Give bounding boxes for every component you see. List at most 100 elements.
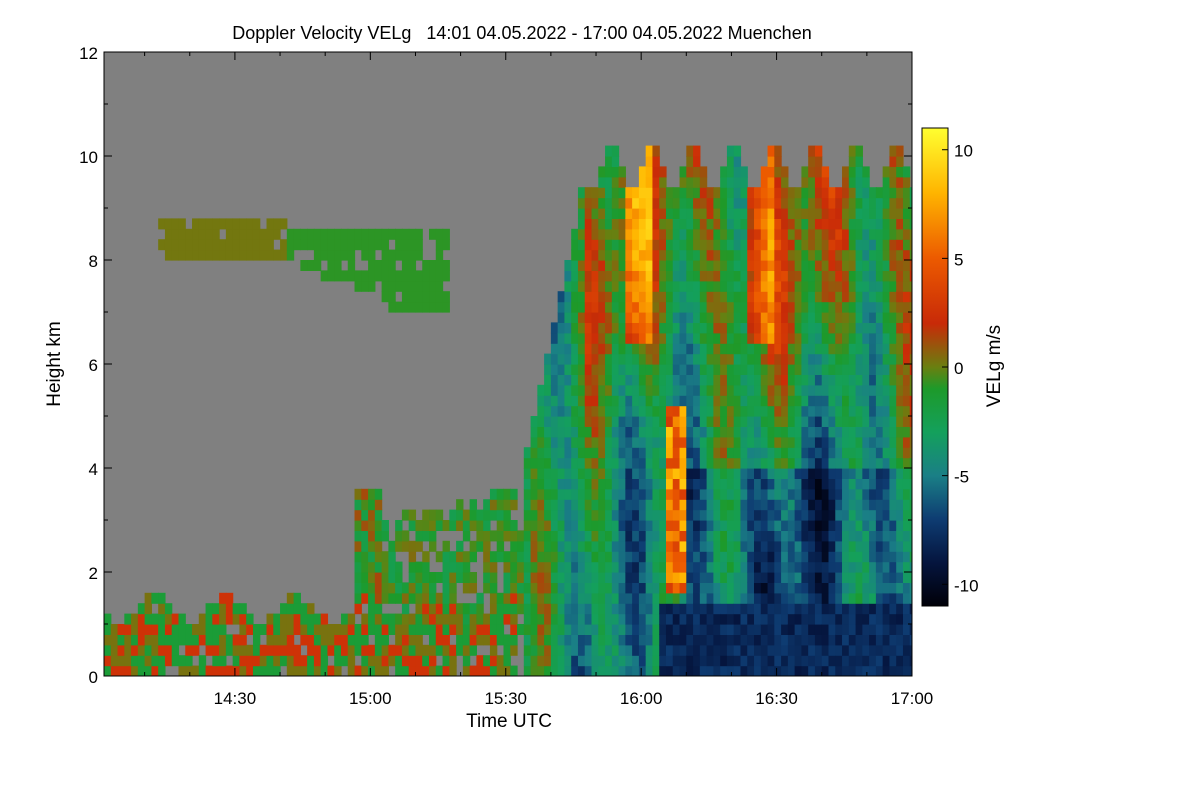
velocity-cell <box>754 374 762 386</box>
velocity-cell <box>632 468 640 479</box>
velocity-cell <box>259 624 268 635</box>
velocity-cell <box>435 301 444 313</box>
velocity-cell <box>158 592 166 604</box>
velocity-cell <box>672 436 681 448</box>
velocity-cell <box>875 520 884 531</box>
velocity-cell <box>605 291 613 303</box>
velocity-cell <box>605 156 613 167</box>
velocity-cell <box>902 176 911 188</box>
velocity-cell <box>625 655 633 667</box>
velocity-cell <box>638 416 647 427</box>
velocity-cell <box>496 551 505 563</box>
velocity-cell <box>456 551 464 563</box>
velocity-cell <box>361 572 369 583</box>
velocity-cell <box>591 457 599 469</box>
velocity-cell <box>232 613 241 625</box>
velocity-cell <box>523 572 532 583</box>
velocity-cell <box>855 364 863 375</box>
velocity-cell <box>422 280 430 292</box>
velocity-cell <box>801 530 809 542</box>
velocity-cell <box>605 478 613 490</box>
velocity-cell <box>747 343 755 355</box>
velocity-cell <box>848 228 857 240</box>
velocity-cell <box>449 655 457 667</box>
velocity-cell <box>571 343 579 355</box>
velocity-cell <box>760 509 769 521</box>
velocity-cell <box>347 249 356 261</box>
velocity-cell <box>848 655 857 667</box>
velocity-cell <box>733 530 742 542</box>
velocity-cell <box>618 530 626 542</box>
velocity-cell <box>659 665 667 676</box>
velocity-cell <box>259 239 268 251</box>
velocity-cell <box>889 218 897 230</box>
velocity-cell <box>679 416 687 427</box>
velocity-cell <box>665 540 674 552</box>
velocity-cell <box>720 364 728 375</box>
velocity-cell <box>659 343 667 355</box>
velocity-cell <box>401 291 410 303</box>
velocity-cell <box>672 613 681 625</box>
velocity-cell <box>544 530 552 542</box>
velocity-cell <box>740 634 748 646</box>
velocity-cell <box>659 322 667 334</box>
velocity-cell <box>767 405 775 417</box>
velocity-cell <box>862 488 870 500</box>
velocity-cell <box>672 405 681 417</box>
velocity-cell <box>828 270 836 282</box>
velocity-cell <box>178 228 186 240</box>
velocity-cell <box>361 624 369 635</box>
velocity-cell <box>835 187 843 199</box>
velocity-cell <box>720 218 728 230</box>
velocity-cell <box>902 665 911 676</box>
velocity-cell <box>875 322 884 334</box>
velocity-cell <box>774 447 782 459</box>
velocity-cell <box>699 582 708 594</box>
velocity-cell <box>429 582 437 594</box>
velocity-cell <box>368 624 376 635</box>
velocity-cell <box>638 384 647 396</box>
velocity-cell <box>909 260 912 271</box>
velocity-cell <box>909 322 912 334</box>
velocity-cell <box>733 499 742 511</box>
velocity-cell <box>320 644 329 656</box>
velocity-cell <box>679 364 687 375</box>
velocity-cell <box>814 197 823 209</box>
velocity-cell <box>374 270 383 282</box>
velocity-cell <box>821 551 830 563</box>
velocity-cell <box>212 603 220 615</box>
velocity-cell <box>679 509 687 521</box>
velocity-cell <box>896 561 904 573</box>
velocity-cell <box>842 228 850 240</box>
velocity-cell <box>266 239 274 251</box>
velocity-cell <box>523 634 532 646</box>
velocity-cell <box>740 561 748 573</box>
velocity-cell <box>720 395 728 407</box>
velocity-cell <box>862 239 870 251</box>
velocity-cell <box>584 384 593 396</box>
velocity-cell <box>137 603 146 615</box>
velocity-cell <box>889 260 897 271</box>
velocity-cell <box>659 603 667 615</box>
velocity-cell <box>740 270 748 282</box>
velocity-cell <box>767 488 775 500</box>
velocity-cell <box>754 291 762 303</box>
velocity-cell <box>760 457 769 469</box>
velocity-cell <box>476 592 484 604</box>
velocity-cell <box>659 384 667 396</box>
velocity-cell <box>821 239 830 251</box>
velocity-cell <box>361 561 369 573</box>
velocity-cell <box>381 260 389 271</box>
velocity-cell <box>401 239 410 251</box>
velocity-cell <box>814 457 823 469</box>
velocity-cell <box>720 520 728 531</box>
velocity-cell <box>882 613 891 625</box>
velocity-cell <box>435 644 444 656</box>
velocity-cell <box>638 582 647 594</box>
velocity-cell <box>754 613 762 625</box>
velocity-cell <box>713 322 721 334</box>
velocity-cell <box>591 488 599 500</box>
velocity-cell <box>882 634 891 646</box>
velocity-cell <box>537 405 545 417</box>
velocity-cell <box>185 624 193 635</box>
